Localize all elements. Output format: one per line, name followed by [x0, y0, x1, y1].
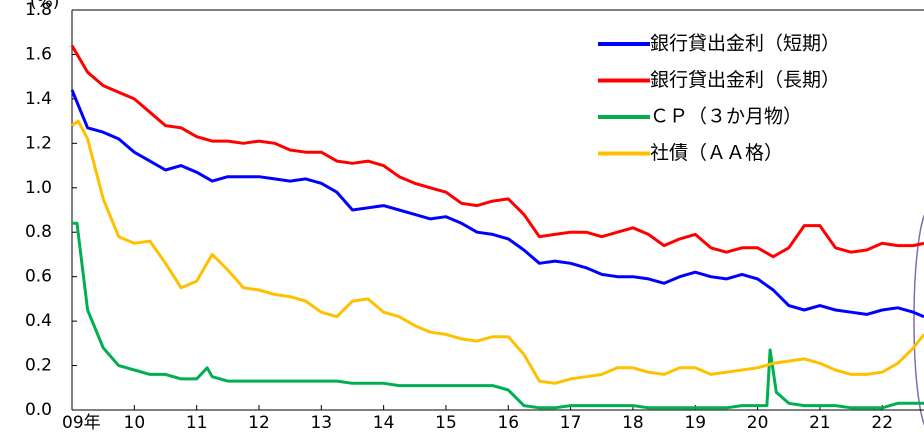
y-tick-label: 1.0	[25, 178, 52, 198]
x-tick-label: 19	[684, 413, 706, 432]
series-line	[71, 119, 924, 385]
series-line	[70, 89, 924, 319]
x-tick-label: 20	[747, 413, 769, 432]
y-tick-label: 0.6	[25, 267, 52, 287]
legend: 銀行貸出金利（短期） 銀行貸出金利（長期） ＣＰ（３か月物） 社債（ＡＡ格）	[598, 33, 840, 164]
y-tick-label: 1.6	[25, 44, 52, 64]
y-tick-label: 1.2	[25, 133, 52, 153]
x-tick-label: 11	[186, 413, 208, 432]
y-tick-label: 0.4	[25, 311, 52, 331]
legend-label: 銀行貸出金利（短期）	[650, 33, 840, 55]
legend-label: 銀行貸出金利（長期）	[650, 69, 840, 91]
series-line	[70, 44, 924, 259]
legend-label: 社債（ＡＡ格）	[650, 142, 783, 164]
x-tick-label: 13	[310, 413, 332, 432]
x-tick-label: 12	[248, 413, 270, 432]
x-tick-label: 09年	[62, 413, 101, 432]
y-tick-label: 1.4	[25, 89, 52, 109]
x-tick-label: 10	[124, 413, 146, 432]
y-tick-label: 0.0	[25, 400, 52, 420]
x-tick-label: 21	[809, 413, 831, 432]
highlight-ellipse	[913, 214, 924, 426]
y-tick-label: 0.8	[25, 222, 52, 242]
x-tick-label: 22	[871, 413, 893, 432]
series-line	[72, 221, 924, 410]
x-tick-label: 15	[435, 413, 457, 432]
y-axis-label: (%)	[30, 0, 59, 12]
x-tick-label: 17	[560, 413, 582, 432]
legend-label: ＣＰ（３か月物）	[650, 106, 802, 128]
x-tick-label: 16	[497, 413, 519, 432]
y-tick-label: 1.8	[25, 0, 52, 20]
y-tick-label: 0.2	[25, 356, 52, 376]
x-tick-label: 18	[622, 413, 644, 432]
x-tick-label: 14	[373, 413, 395, 432]
